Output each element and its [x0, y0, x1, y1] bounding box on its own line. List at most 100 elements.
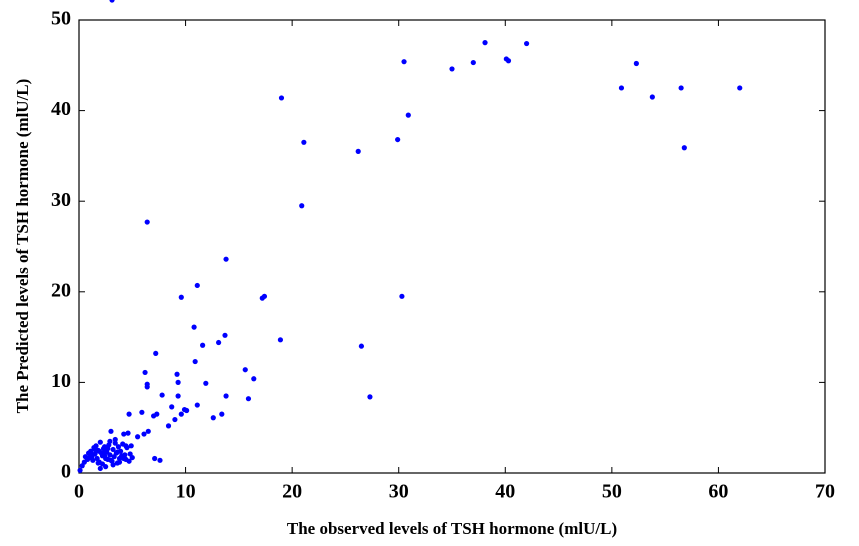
point — [165, 423, 172, 429]
point — [222, 332, 228, 338]
point — [103, 455, 109, 462]
point — [261, 293, 268, 299]
point — [97, 439, 103, 445]
point — [144, 219, 150, 225]
point — [191, 324, 197, 330]
point — [277, 337, 284, 343]
point — [151, 413, 157, 419]
point — [126, 411, 132, 417]
point — [77, 467, 83, 473]
point — [107, 438, 113, 444]
x-tick-label: 40 — [495, 481, 515, 503]
point — [395, 136, 401, 143]
point — [89, 454, 95, 460]
point — [110, 446, 116, 453]
point — [126, 458, 132, 464]
x-tick-label: 20 — [282, 481, 302, 503]
point — [96, 448, 102, 454]
point — [110, 462, 116, 468]
point — [92, 446, 98, 453]
point — [107, 452, 113, 458]
point — [242, 367, 248, 373]
point — [178, 411, 184, 417]
point — [181, 406, 188, 413]
point — [128, 443, 134, 449]
point — [278, 95, 285, 101]
point — [116, 459, 123, 465]
point — [141, 431, 147, 437]
x-tick-label: 60 — [708, 481, 728, 503]
y-tick-label: 50 — [51, 8, 71, 30]
point — [121, 455, 127, 462]
point — [169, 404, 175, 410]
point — [114, 449, 120, 455]
point — [112, 436, 118, 443]
point — [618, 85, 625, 91]
point — [223, 256, 229, 262]
point — [251, 376, 257, 382]
point — [737, 85, 743, 91]
point — [144, 384, 150, 390]
point — [108, 457, 114, 463]
y-tick-label: 40 — [51, 98, 71, 120]
point — [100, 450, 107, 456]
x-tick-label: 70 — [815, 481, 835, 503]
point — [95, 460, 101, 466]
point — [358, 343, 365, 349]
point — [405, 112, 411, 118]
point — [123, 443, 129, 449]
point — [152, 455, 158, 462]
point — [678, 85, 684, 91]
point — [192, 358, 198, 365]
point — [505, 58, 512, 64]
point — [109, 0, 115, 3]
point — [153, 350, 159, 357]
point — [175, 393, 181, 399]
x-tick-label: 50 — [602, 481, 622, 503]
point — [178, 294, 184, 300]
y-tick-label: 30 — [51, 189, 71, 211]
point — [449, 66, 455, 72]
point — [159, 392, 165, 398]
point — [142, 369, 148, 376]
point — [129, 454, 135, 461]
point — [301, 139, 307, 145]
point — [633, 60, 639, 67]
point — [115, 444, 122, 450]
x-tick-label: 10 — [176, 481, 196, 503]
y-tick-label: 20 — [51, 279, 71, 301]
y-tick-label: 0 — [61, 461, 71, 483]
point — [105, 445, 111, 452]
point — [524, 40, 530, 47]
point — [219, 411, 225, 417]
plot-frame — [78, 19, 826, 474]
point — [135, 434, 141, 440]
point — [216, 339, 222, 346]
x-tick-label: 30 — [389, 481, 409, 503]
point — [103, 464, 109, 470]
point — [172, 416, 178, 423]
point — [174, 371, 180, 377]
point — [470, 59, 476, 66]
point — [194, 282, 200, 289]
point — [367, 394, 373, 400]
point — [112, 440, 118, 446]
point — [355, 148, 361, 154]
point — [194, 402, 200, 408]
point — [175, 379, 181, 385]
point — [97, 465, 103, 472]
point — [125, 430, 131, 436]
point — [245, 396, 252, 402]
point — [401, 59, 407, 65]
point — [200, 342, 206, 348]
x-tick-label: 0 — [74, 481, 84, 503]
point — [139, 409, 145, 415]
x-axis-label: The observed levels of TSH hormone (mlU/… — [287, 519, 617, 538]
point — [145, 428, 151, 434]
point — [108, 428, 114, 434]
point — [299, 203, 305, 209]
point — [223, 393, 229, 399]
point — [482, 40, 488, 46]
point — [649, 94, 655, 100]
